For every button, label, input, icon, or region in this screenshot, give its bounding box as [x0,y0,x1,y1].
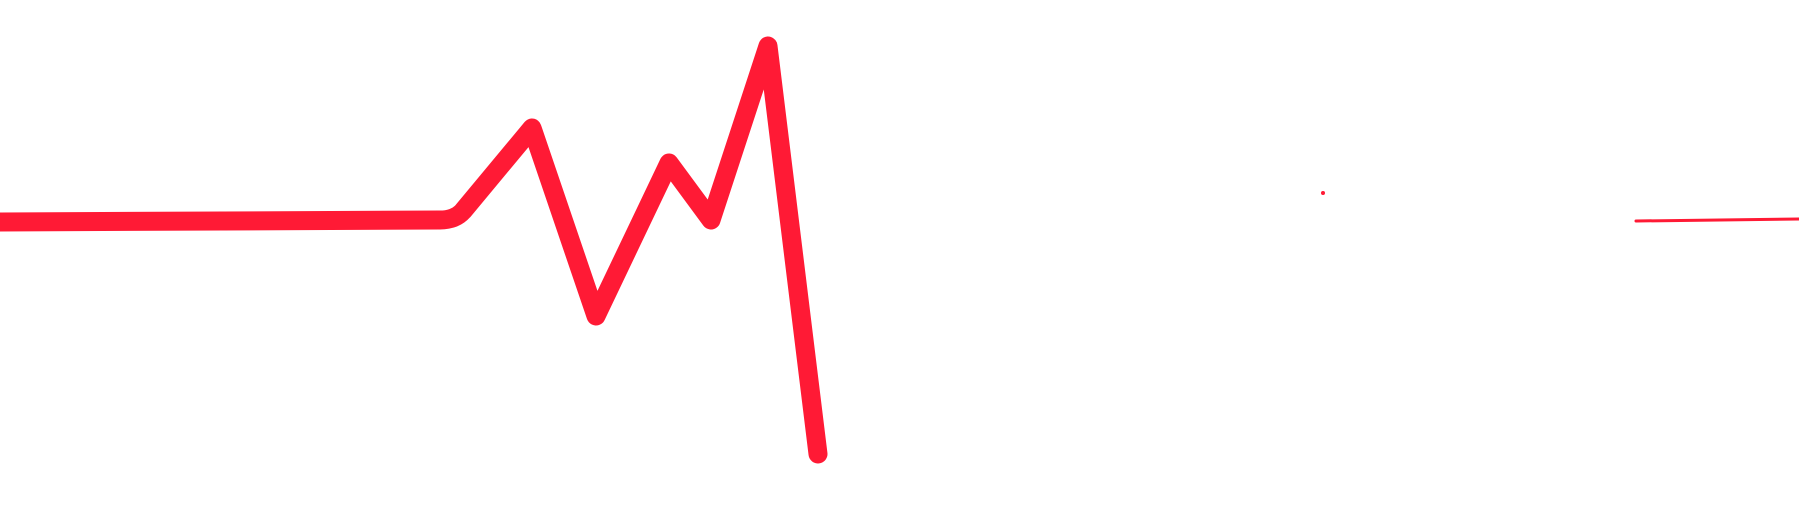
pulse-speck [1321,191,1325,195]
pulse-tail-segment [1634,217,1799,223]
pulse-trace [0,36,828,464]
